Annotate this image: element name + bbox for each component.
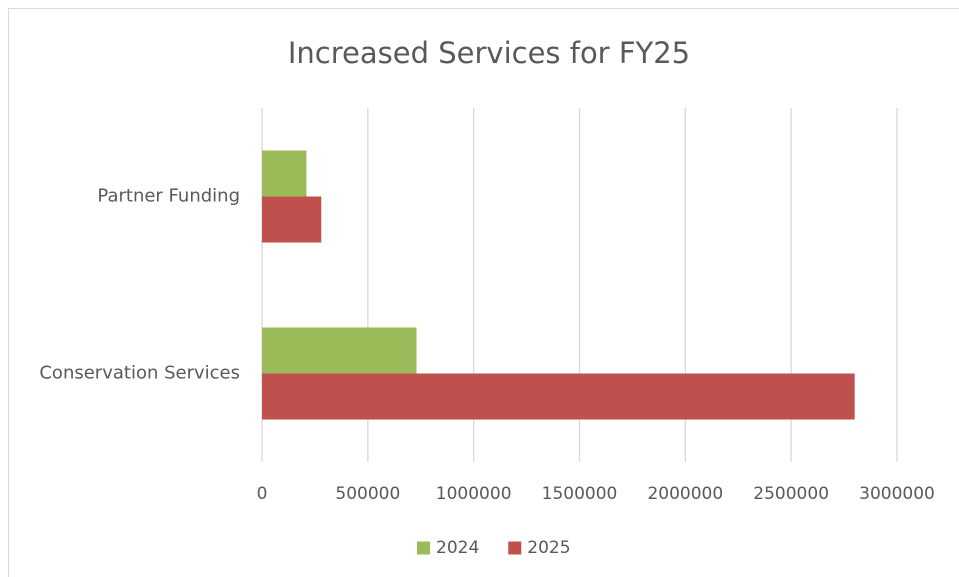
legend-label: 2024 [436,538,479,558]
x-tick-label: 1000000 [436,484,512,504]
chart-title: Increased Services for FY25 [288,36,690,70]
x-tick-label: 2500000 [753,484,829,504]
chart-border [8,8,959,577]
y-tick-label: Conservation Services [39,363,240,384]
legend-label: 2025 [527,538,570,558]
x-tick-label: 0 [257,484,268,504]
x-tick-label: 1500000 [542,484,618,504]
bar [262,327,417,374]
legend-swatch [508,541,522,555]
bar [262,196,322,243]
bar [262,373,855,420]
x-tick-label: 3000000 [859,484,935,504]
bar [262,150,307,197]
x-tick-label: 500000 [335,484,400,504]
legend-swatch [417,541,430,555]
x-tick-label: 2000000 [647,484,723,504]
y-tick-label: Partner Funding [97,186,240,207]
